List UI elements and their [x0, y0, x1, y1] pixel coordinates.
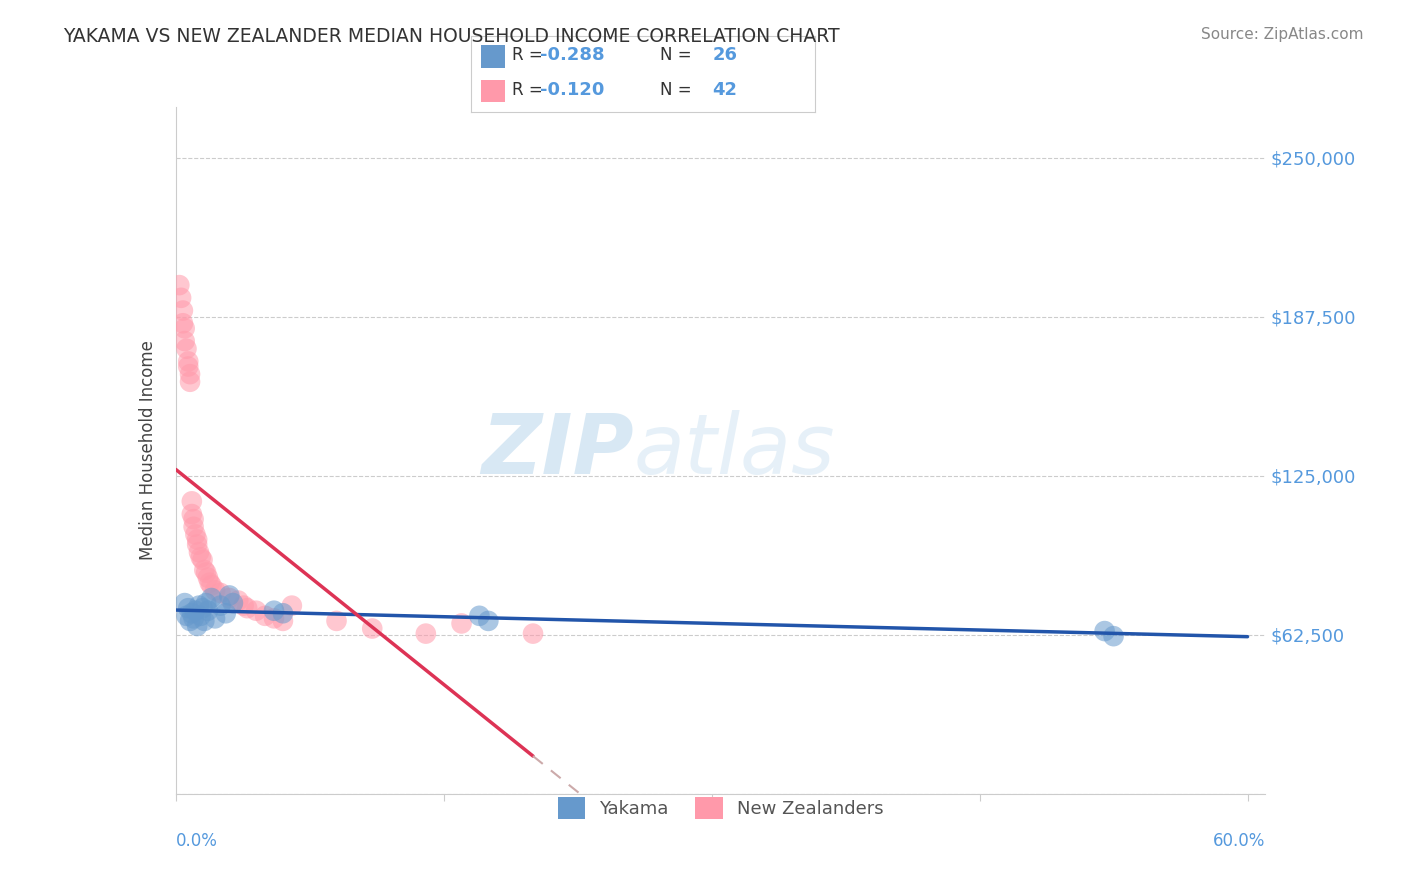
Point: [191, 553, 214, 567]
Point: [209, 599, 232, 613]
Point: [254, 608, 277, 623]
Point: [226, 593, 249, 607]
Point: [179, 367, 201, 381]
Point: [180, 494, 202, 508]
Point: [177, 359, 200, 374]
Point: [169, 278, 191, 293]
Point: [195, 596, 218, 610]
Point: [172, 316, 194, 330]
Point: [190, 608, 212, 623]
Point: [204, 583, 226, 598]
Text: -0.288: -0.288: [540, 46, 605, 64]
FancyBboxPatch shape: [481, 45, 506, 68]
Point: [186, 533, 208, 547]
Point: [183, 512, 205, 526]
Point: [177, 354, 200, 368]
Point: [188, 545, 211, 559]
Point: [477, 614, 499, 628]
Point: [193, 563, 215, 577]
Y-axis label: Median Household Income: Median Household Income: [139, 341, 157, 560]
Point: [170, 291, 193, 305]
Point: [204, 611, 226, 625]
Point: [271, 607, 294, 621]
Point: [183, 611, 205, 625]
Point: [271, 614, 294, 628]
Text: ZIP: ZIP: [481, 410, 633, 491]
Point: [173, 321, 195, 335]
Point: [1094, 624, 1116, 638]
Point: [468, 608, 491, 623]
Point: [236, 601, 259, 615]
Text: YAKAMA VS NEW ZEALANDER MEDIAN HOUSEHOLD INCOME CORRELATION CHART: YAKAMA VS NEW ZEALANDER MEDIAN HOUSEHOLD…: [63, 27, 839, 45]
Point: [177, 601, 200, 615]
Point: [263, 611, 285, 625]
Point: [245, 604, 267, 618]
Text: atlas: atlas: [633, 410, 835, 491]
Point: [198, 575, 221, 590]
Point: [232, 599, 254, 613]
Point: [200, 578, 222, 592]
Point: [180, 507, 202, 521]
Text: 0.0%: 0.0%: [176, 831, 218, 850]
Text: 42: 42: [713, 81, 737, 99]
Point: [1102, 629, 1125, 643]
Point: [180, 607, 202, 621]
Point: [183, 520, 205, 534]
Point: [450, 616, 472, 631]
Point: [186, 619, 208, 633]
Text: 60.0%: 60.0%: [1213, 831, 1265, 850]
Point: [188, 599, 211, 613]
Text: R =: R =: [512, 46, 548, 64]
Point: [222, 596, 245, 610]
Point: [173, 334, 195, 348]
Point: [281, 599, 304, 613]
Text: -0.120: -0.120: [540, 81, 605, 99]
Text: Source: ZipAtlas.com: Source: ZipAtlas.com: [1201, 27, 1364, 42]
Point: [361, 622, 384, 636]
Point: [186, 538, 208, 552]
FancyBboxPatch shape: [481, 79, 506, 103]
Point: [522, 626, 544, 640]
Point: [176, 608, 198, 623]
Text: N =: N =: [661, 81, 697, 99]
Point: [218, 591, 240, 605]
Point: [176, 342, 198, 356]
Point: [209, 586, 232, 600]
Point: [190, 550, 212, 565]
Point: [197, 604, 219, 618]
Legend: Yakama, New Zealanders: Yakama, New Zealanders: [550, 789, 891, 826]
Text: R =: R =: [512, 81, 548, 99]
Point: [184, 527, 207, 541]
Text: 26: 26: [713, 46, 737, 64]
Point: [172, 303, 194, 318]
Point: [193, 614, 215, 628]
Point: [325, 614, 347, 628]
Point: [197, 571, 219, 585]
Point: [195, 566, 218, 580]
Point: [215, 607, 238, 621]
Point: [179, 614, 201, 628]
Point: [263, 604, 285, 618]
Point: [179, 375, 201, 389]
Point: [218, 589, 240, 603]
Point: [191, 601, 214, 615]
Text: N =: N =: [661, 46, 697, 64]
Point: [415, 626, 437, 640]
Point: [173, 596, 195, 610]
Point: [184, 604, 207, 618]
Point: [200, 591, 222, 605]
